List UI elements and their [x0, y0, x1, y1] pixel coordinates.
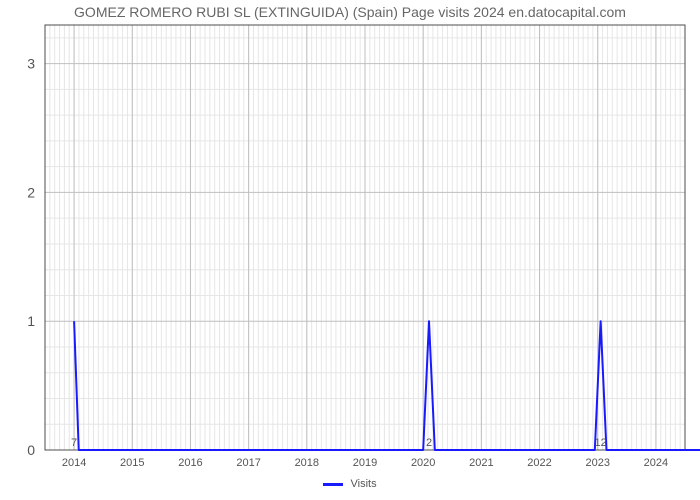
legend: Visits — [0, 478, 700, 490]
svg-text:2022: 2022 — [527, 457, 551, 469]
svg-text:1: 1 — [27, 313, 35, 329]
svg-text:2020: 2020 — [411, 457, 435, 469]
svg-text:2: 2 — [27, 184, 35, 200]
svg-text:0: 0 — [27, 442, 35, 458]
svg-text:2024: 2024 — [644, 457, 668, 469]
svg-text:2014: 2014 — [62, 457, 86, 469]
svg-text:2019: 2019 — [353, 457, 377, 469]
svg-text:2016: 2016 — [178, 457, 202, 469]
svg-text:2017: 2017 — [236, 457, 260, 469]
chart-plot: 2014201520162017201820192020202120222023… — [0, 0, 700, 500]
svg-text:2018: 2018 — [295, 457, 319, 469]
svg-text:2015: 2015 — [120, 457, 144, 469]
svg-text:7: 7 — [71, 437, 77, 449]
svg-text:2021: 2021 — [469, 457, 493, 469]
svg-text:2023: 2023 — [585, 457, 609, 469]
legend-swatch — [323, 483, 343, 486]
svg-text:3: 3 — [27, 56, 35, 72]
legend-label: Visits — [350, 478, 376, 490]
svg-text:12: 12 — [595, 437, 607, 449]
svg-text:2: 2 — [426, 437, 432, 449]
